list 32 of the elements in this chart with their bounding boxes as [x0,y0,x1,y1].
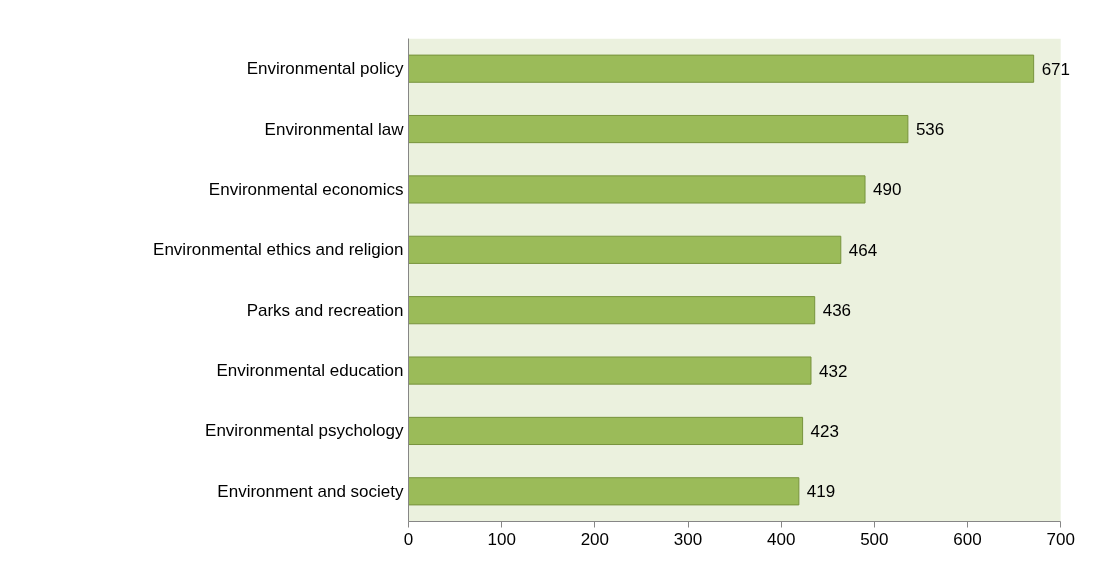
data-label: 432 [818,361,848,381]
x-tick-label: 600 [953,529,982,549]
y-tick-label: Environmental education [216,361,404,381]
y-tick-label: Environmental policy [246,59,404,79]
x-tick-label: 100 [487,529,516,549]
bar [408,114,909,144]
x-tick-label: 400 [766,529,796,549]
y-tick-label: Environmental economics [208,179,404,199]
bar [408,356,812,385]
x-tick-label: 700 [1046,529,1075,549]
bar [408,416,804,446]
bar [408,477,800,506]
data-label: 536 [915,120,945,140]
y-tick-label: Environment and society [217,481,404,501]
bar [408,175,866,204]
x-tick-label: 500 [860,529,889,549]
data-label: 464 [848,240,878,260]
data-label: 436 [822,301,852,321]
bar [408,235,842,264]
y-tick-label: Environmental law [264,119,405,139]
data-label: 423 [810,421,839,441]
bar [408,54,1035,83]
data-label: 671 [1041,59,1071,79]
y-tick-label: Environmental psychology [205,421,404,441]
x-tick-label: 200 [580,529,610,549]
bar [408,296,816,325]
y-tick-label: Environmental ethics and religion [153,240,404,260]
y-tick-label: Parks and recreation [246,300,404,320]
data-label: 490 [873,180,902,200]
x-tick-label: 300 [673,529,703,549]
x-tick-label: 0 [403,529,414,549]
data-label: 419 [806,482,836,502]
